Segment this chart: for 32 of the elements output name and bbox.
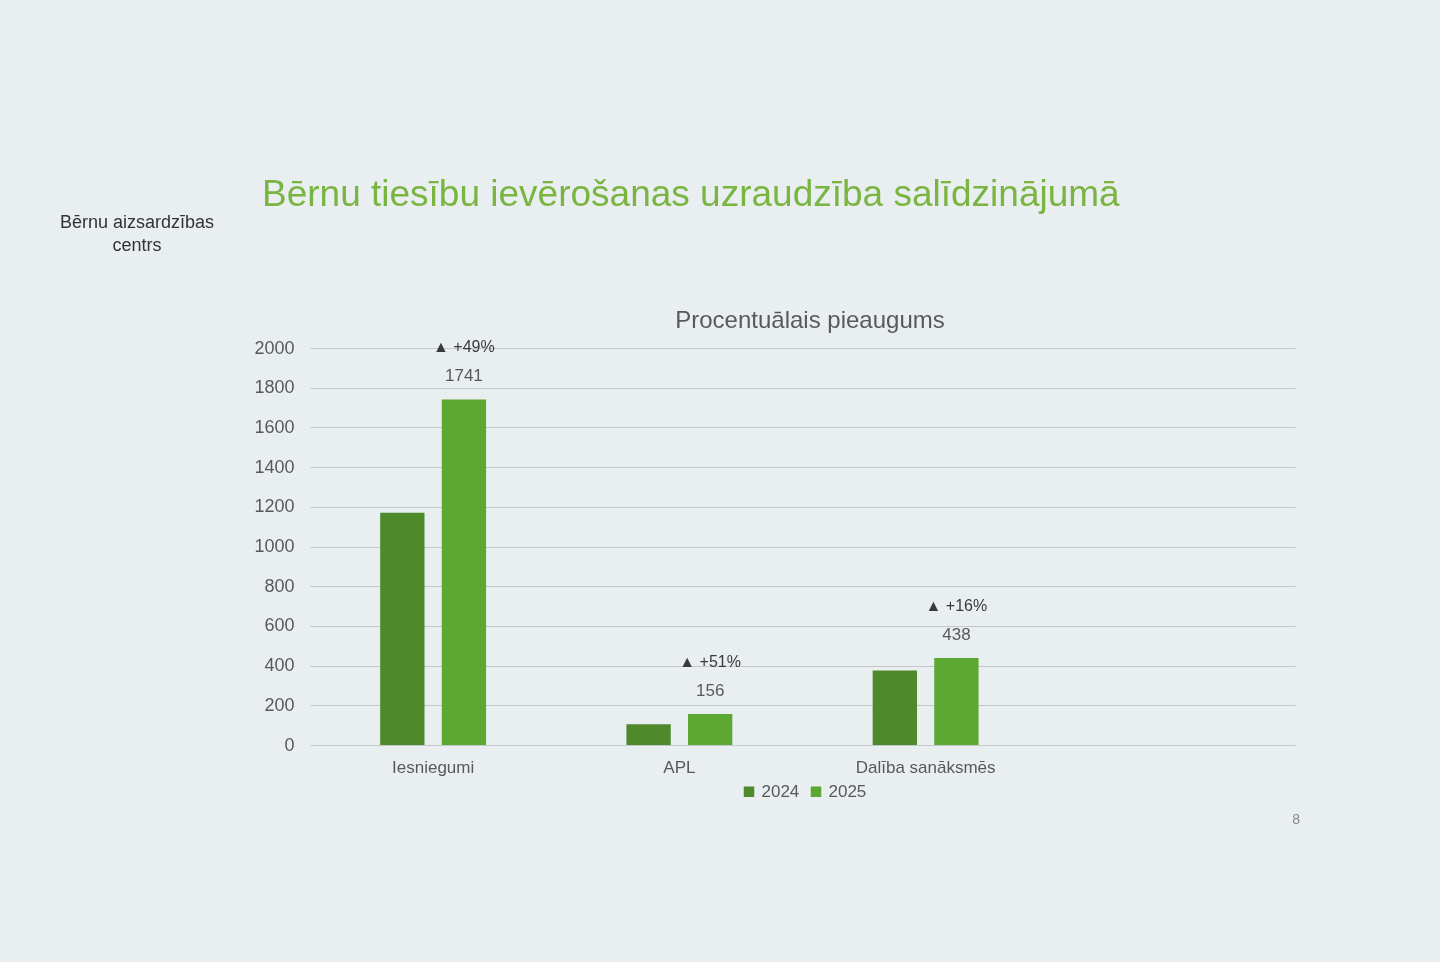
y-tick-label: 1600 <box>254 416 295 437</box>
bar <box>687 714 733 745</box>
chart-subtitle: Procentuālais pieaugums <box>675 306 945 333</box>
bar <box>626 724 671 745</box>
bar <box>441 399 487 745</box>
y-tick-label: 800 <box>264 575 295 596</box>
y-tick-label: 600 <box>264 615 295 636</box>
y-tick-label: 200 <box>264 694 295 715</box>
annotation: ▲ +51% <box>679 653 741 671</box>
bar <box>934 658 979 745</box>
data-label: 1741 <box>444 366 483 386</box>
y-tick-label: 400 <box>264 655 295 676</box>
chart-title: Bērnu tiesību ievērošanas uzraudzība salīdzinājumā <box>262 173 1121 214</box>
annotation: ▲ +49% <box>433 338 495 356</box>
data-label: 438 <box>942 625 971 645</box>
y-tick-label: 1000 <box>254 536 295 556</box>
x-tick-label: APL <box>663 757 696 777</box>
legend-label: 2025 <box>828 781 867 801</box>
bar <box>380 512 425 745</box>
y-tick-label: 2000 <box>254 337 295 358</box>
bar <box>872 670 918 745</box>
y-tick-label: 1400 <box>254 456 295 477</box>
legend-label: 2024 <box>761 781 800 801</box>
text: Bērnu aizsardzības centrs <box>59 212 215 255</box>
text: 8 <box>1292 811 1301 827</box>
x-tick-label: Iesniegumi <box>392 757 475 777</box>
data-label: 156 <box>695 681 725 701</box>
x-tick-label: Dalība sanāksmēs <box>855 757 996 777</box>
y-tick-label: 0 <box>284 734 295 755</box>
y-tick-label: 1200 <box>254 496 295 517</box>
annotation: ▲ +16% <box>925 597 988 615</box>
y-tick-label: 1800 <box>254 377 295 398</box>
